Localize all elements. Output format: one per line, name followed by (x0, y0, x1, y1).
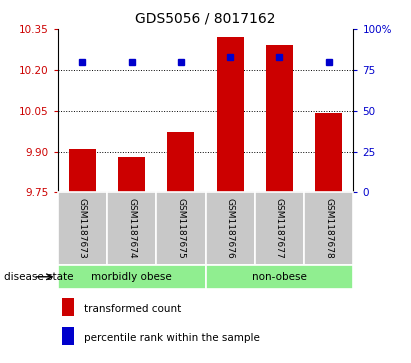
Bar (62, 327, 74, 345)
Text: GSM1187674: GSM1187674 (127, 198, 136, 259)
Bar (206, 265, 353, 289)
Bar (315, 114, 342, 192)
Bar (58, 192, 107, 265)
Text: GSM1187675: GSM1187675 (176, 198, 185, 259)
Bar (118, 157, 145, 192)
Text: GSM1187677: GSM1187677 (275, 198, 284, 259)
Bar (217, 37, 244, 192)
Bar (266, 45, 293, 192)
Text: morbidly obese: morbidly obese (91, 272, 172, 282)
Text: GSM1187678: GSM1187678 (324, 198, 333, 259)
Bar (206, 192, 255, 265)
Title: GDS5056 / 8017162: GDS5056 / 8017162 (135, 11, 276, 25)
Text: disease state: disease state (4, 272, 74, 282)
Text: GSM1187673: GSM1187673 (78, 198, 87, 259)
Text: transformed count: transformed count (84, 305, 181, 314)
Text: GSM1187676: GSM1187676 (226, 198, 235, 259)
Text: non-obese: non-obese (252, 272, 307, 282)
Bar (107, 192, 156, 265)
Bar (69, 149, 96, 192)
Bar (156, 192, 206, 265)
Bar (167, 132, 194, 192)
Bar (255, 192, 304, 265)
Bar (58, 265, 206, 289)
Bar (304, 192, 353, 265)
Text: percentile rank within the sample: percentile rank within the sample (84, 334, 260, 343)
Bar (62, 298, 74, 316)
